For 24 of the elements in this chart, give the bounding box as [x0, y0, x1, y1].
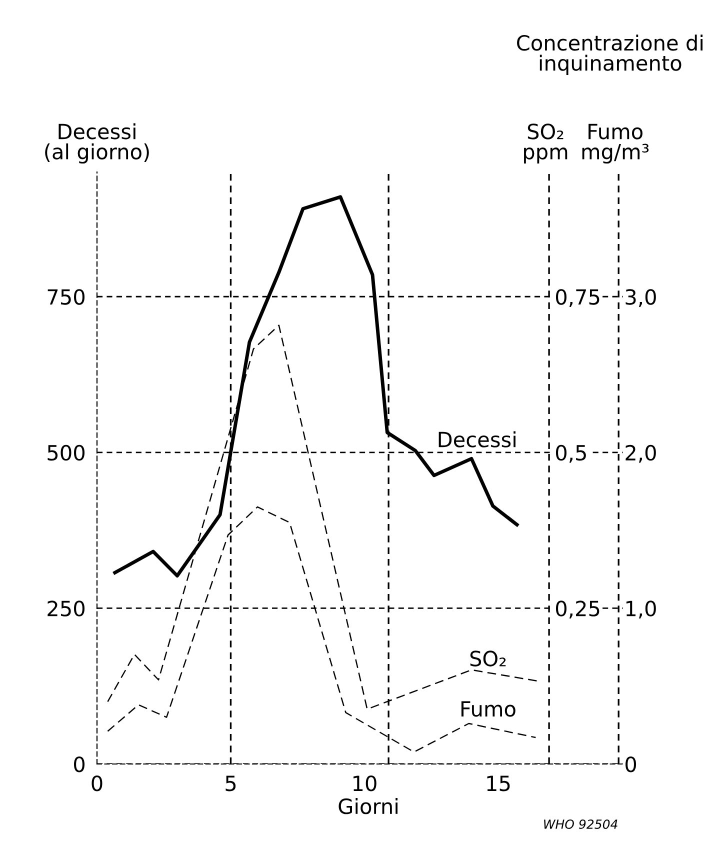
- y2-tick-label: 0,5: [556, 444, 586, 463]
- text: WHO 92504: [544, 819, 618, 829]
- y-axis-title: Decessi (al giorno): [45, 123, 149, 164]
- series-label: Decessi: [438, 431, 516, 448]
- y3-axis-title: Fumo mg/m³: [582, 124, 649, 164]
- x-tick-label: 15: [487, 776, 510, 792]
- x-axis-title: Giorni: [338, 798, 398, 814]
- x-tick-label: 5: [226, 776, 236, 792]
- y3-tick-label: 3,0: [626, 289, 656, 307]
- y-tick-label: 0: [74, 756, 85, 772]
- y2-axis-title: SO₂ ppm: [524, 124, 568, 164]
- series-label: Fumo: [461, 701, 516, 717]
- y-tick-label: 500: [48, 444, 85, 461]
- y3-tick-label: 2,0: [626, 444, 656, 463]
- text: Concentrazione di inquinamento: [517, 34, 703, 75]
- y-tick-label: 750: [48, 289, 85, 305]
- y-tick-label: 250: [48, 600, 85, 616]
- y2-tick-label: 0,25: [556, 600, 600, 619]
- y3-tick-label: 0: [626, 756, 636, 772]
- x-tick-label: 0: [92, 775, 102, 792]
- y2-tick-label: 0,75: [556, 289, 600, 307]
- y3-tick-label: 1,0: [626, 600, 656, 619]
- x-tick-label: 10: [354, 775, 376, 792]
- series-label: SO₂: [470, 650, 506, 666]
